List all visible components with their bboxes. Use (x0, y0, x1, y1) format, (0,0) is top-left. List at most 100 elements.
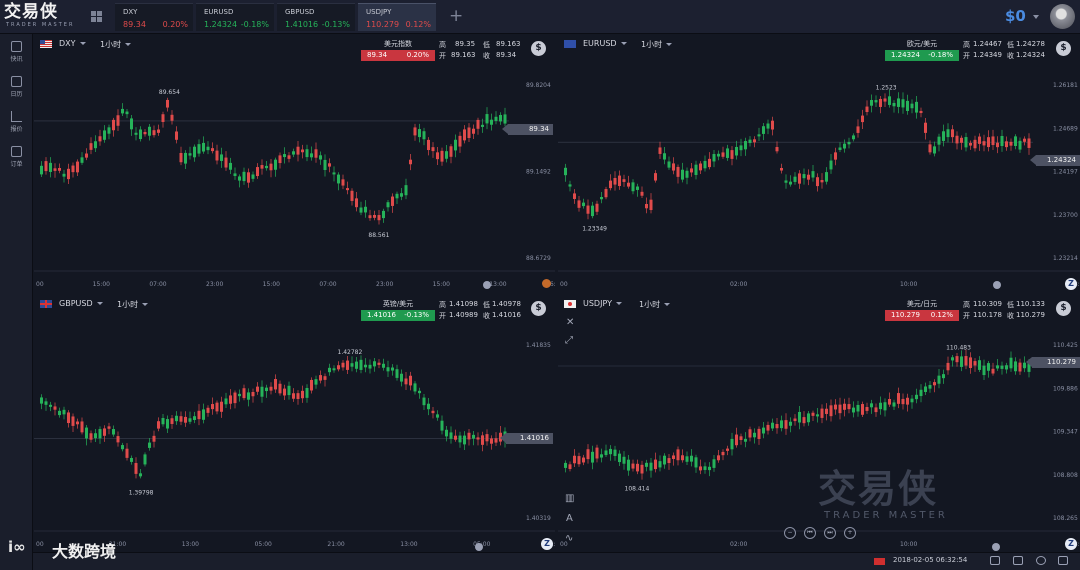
candle-body (418, 390, 421, 394)
candle-body (116, 436, 120, 443)
tab-dxy[interactable]: DXY 89.34 0.20% (115, 3, 193, 31)
sidebar-item-news[interactable]: 快讯 (0, 38, 33, 68)
candle-body (382, 363, 385, 368)
candle-body (1018, 140, 1022, 150)
candle-body (960, 356, 963, 367)
candle-body (798, 411, 801, 423)
drawing-tool-icon[interactable]: A (566, 513, 573, 524)
avatar[interactable] (1050, 4, 1075, 29)
y-tick-label: 1.24197 (1053, 169, 1078, 176)
candle-body (933, 382, 936, 386)
close-icon[interactable]: ✕ (566, 317, 575, 328)
waveform-icon[interactable]: ∿ (565, 533, 574, 544)
tab-eurusd[interactable]: EURUSD 1.24324 -0.18% (196, 3, 274, 31)
add-tab-icon[interactable]: + (449, 6, 464, 26)
y-tick-label: 89.1492 (526, 169, 551, 176)
candle-body (739, 436, 743, 440)
candlestick-chart[interactable]: 1.26181 1.24689 1.24197 1.23700 1.23214 00 02:… (558, 35, 1080, 292)
candle-body (76, 421, 79, 425)
chart-panel-eurusd[interactable]: 1.26181 1.24689 1.24197 1.23700 1.23214 00 02:… (558, 35, 1080, 292)
candle-body (807, 174, 810, 180)
candle-body (901, 398, 905, 405)
account-balance[interactable]: $0 (1005, 7, 1026, 25)
scroll-handle[interactable] (993, 281, 1001, 289)
symbol-selector[interactable]: USDJPY (583, 299, 622, 308)
candlestick-chart[interactable]: 110.425 109.886 109.347 108.808 108.265 00 02:… (558, 295, 1080, 552)
candle-body (789, 421, 792, 426)
candle-body (269, 163, 273, 171)
scroll-handle[interactable] (992, 543, 1000, 551)
chart-panel-usdjpy[interactable]: 110.425 109.886 109.347 108.808 108.265 00 02:… (558, 295, 1080, 552)
settings-icon[interactable] (1036, 556, 1046, 565)
candle-body (685, 456, 689, 462)
candle-body (278, 155, 282, 164)
candle-body (874, 407, 878, 413)
last-price-tag: 89.34 (502, 124, 553, 135)
candle-body (649, 462, 653, 471)
zoom-logo-icon[interactable]: Z (541, 538, 553, 550)
timeframe-selector[interactable]: 1小时 (117, 299, 149, 310)
sidebar-item-orders[interactable]: 订单 (0, 143, 33, 173)
balance-chevron-down-icon[interactable] (1033, 15, 1039, 19)
layout-grid-icon[interactable] (91, 11, 102, 22)
tab-gbpusd[interactable]: GBPUSD 1.41016 -0.13% (277, 3, 355, 31)
camera-icon[interactable] (990, 556, 1000, 565)
dollar-icon[interactable]: $ (1056, 41, 1071, 56)
chart-panel-gbpusd[interactable]: 1.41835 1.40319 00 21:00 13:00 05:00 21:00 13:0… (34, 295, 555, 552)
tab-usdjpy[interactable]: USDJPY 110.279 0.12% (358, 3, 436, 31)
candle-body (310, 153, 313, 158)
timeframe-selector[interactable]: 1小时 (639, 299, 671, 310)
server-time: 2018-02-05 06:32:54 (893, 556, 968, 564)
candle-body (220, 154, 223, 161)
sidebar-item-quotes[interactable]: 报价 (0, 108, 33, 138)
symbol-selector[interactable]: EURUSD (583, 39, 627, 48)
candlestick-chart[interactable]: 1.41835 1.40319 00 21:00 13:00 05:00 21:00 13:0… (34, 295, 555, 552)
candle-body (296, 393, 300, 399)
mute-icon[interactable] (1013, 556, 1023, 565)
dollar-icon[interactable]: $ (1056, 301, 1071, 316)
symbol-selector[interactable]: GBPUSD (59, 299, 103, 308)
timeframe-selector[interactable]: 1小时 (100, 39, 132, 50)
timeframe-selector[interactable]: 1小时 (641, 39, 673, 50)
alert-icon[interactable] (542, 279, 551, 288)
fullscreen-icon[interactable] (1058, 556, 1068, 565)
symbol-selector[interactable]: DXY (59, 39, 86, 48)
candle-body (278, 383, 282, 394)
candle-body (838, 404, 842, 414)
candle-body (888, 96, 891, 105)
candle-body (215, 150, 219, 161)
zoom-out-icon[interactable]: − (784, 527, 796, 539)
dollar-icon[interactable]: $ (531, 41, 546, 56)
skip-forward-icon[interactable]: ⏭ (824, 527, 836, 539)
dollar-icon[interactable]: $ (531, 301, 546, 316)
indicator-icon[interactable]: ▥ (565, 493, 575, 504)
candle-body (494, 116, 498, 121)
zoom-in-icon[interactable]: + (844, 527, 856, 539)
candle-body (274, 159, 277, 170)
high-label: 高 (439, 301, 446, 309)
x-tick-label: 00 (560, 281, 568, 288)
candle-body (85, 427, 88, 439)
candle-body (856, 126, 860, 133)
x-tick-label: 07:00 (149, 281, 166, 288)
zoom-logo-icon[interactable]: Z (1065, 278, 1077, 290)
candle-body (368, 215, 372, 219)
candle-body (319, 375, 322, 381)
candlestick-chart[interactable]: 89.8204 89.1492 88.6729 00 15:00 07:00 23:00 15… (34, 35, 555, 292)
candle-body (274, 379, 277, 390)
zoom-logo-icon[interactable]: Z (1065, 538, 1077, 550)
expand-icon[interactable]: ⤢ (565, 335, 573, 346)
app-logo[interactable]: 交易侠 TRADER MASTER (4, 2, 84, 32)
chart-panel-dxy[interactable]: 89.8204 89.1492 88.6729 00 15:00 07:00 23:00 15… (34, 35, 555, 292)
candle-body (964, 356, 968, 366)
open-label: 开 (439, 52, 446, 60)
candle-body (256, 386, 259, 392)
candle-body (472, 434, 475, 439)
scroll-handle[interactable] (483, 281, 491, 289)
open-label: 开 (963, 312, 970, 320)
sidebar-item-calendar[interactable]: 日历 (0, 73, 33, 103)
skip-back-icon[interactable]: ⏮ (804, 527, 816, 539)
candle-body (161, 418, 165, 425)
candle-body (946, 129, 950, 138)
scroll-handle[interactable] (475, 543, 483, 551)
